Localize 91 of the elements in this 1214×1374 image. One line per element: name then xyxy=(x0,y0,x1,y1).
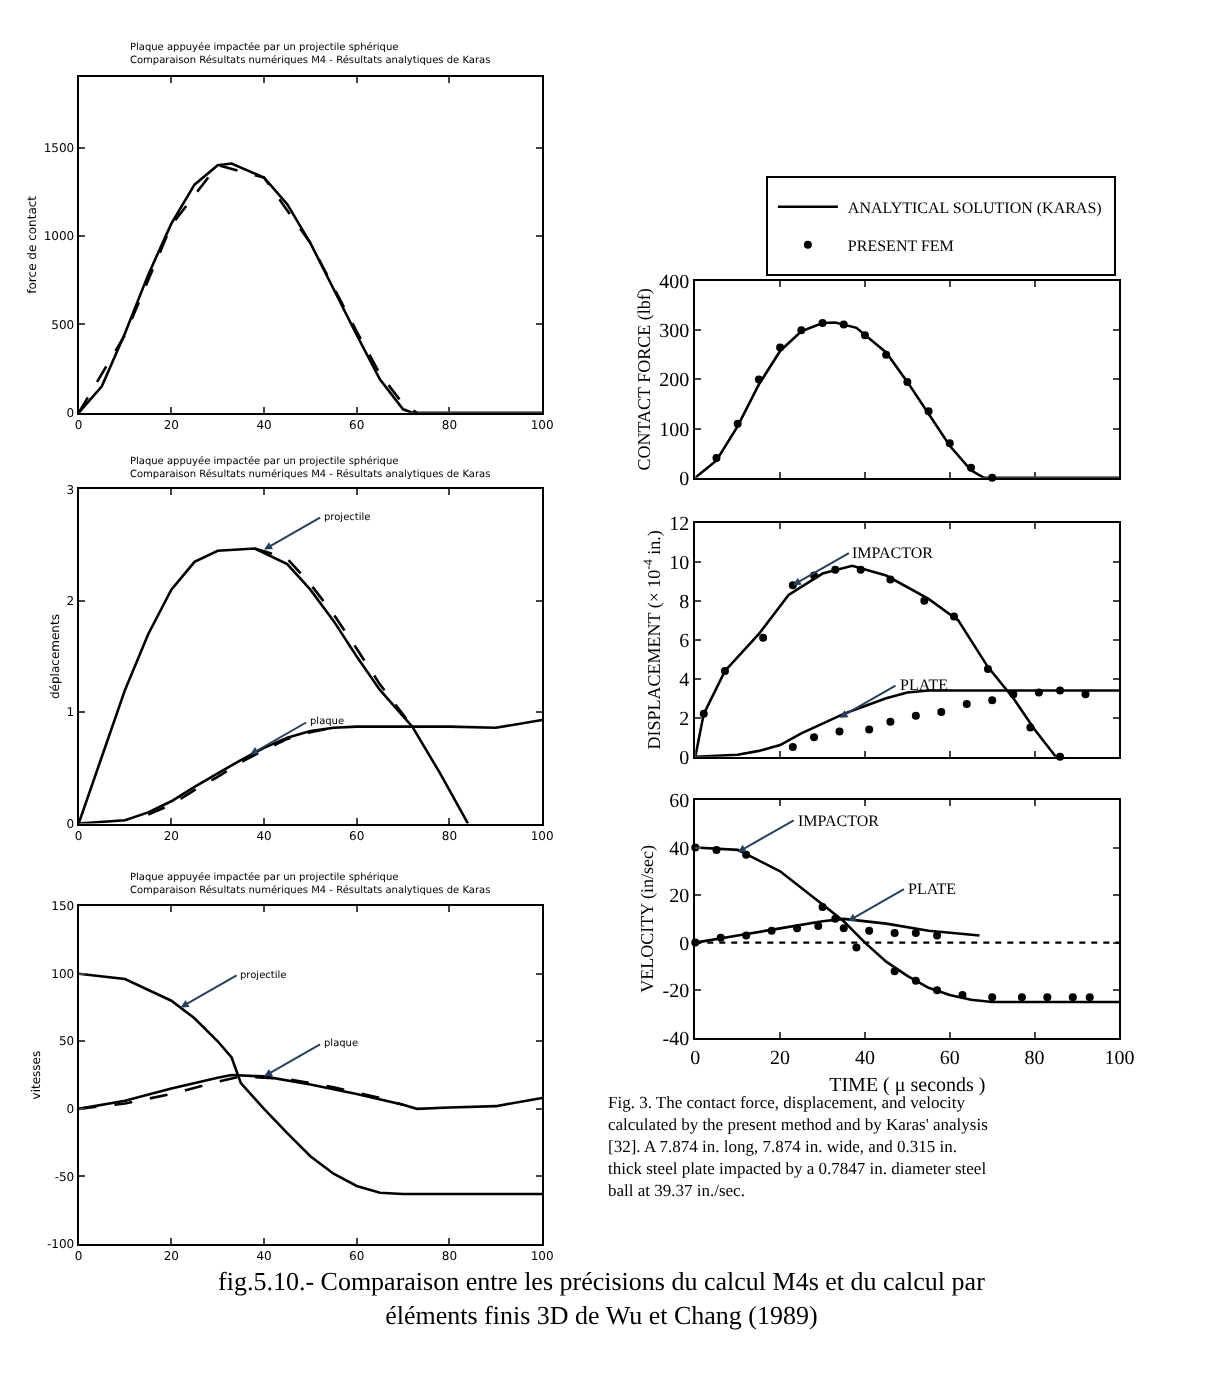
annotation: PLATE xyxy=(900,676,949,694)
point xyxy=(860,331,869,340)
y-tick-label: -20 xyxy=(662,981,690,1004)
point xyxy=(767,926,776,935)
legend-label: PRESENT FEM xyxy=(847,237,954,256)
x-tick-label: 60 xyxy=(939,1047,960,1070)
point xyxy=(945,439,954,448)
x-tick-label: 100 xyxy=(1104,1047,1135,1070)
point xyxy=(852,943,861,952)
point xyxy=(886,575,895,584)
y-tick-label: 6 xyxy=(679,630,690,653)
point xyxy=(937,707,946,716)
point xyxy=(911,976,920,985)
point xyxy=(890,967,899,976)
y-tick-label: 4 xyxy=(679,669,690,692)
point xyxy=(810,733,819,742)
annotation: PLATE xyxy=(908,880,957,898)
y-axis-title: CONTACT FORCE (lbf) xyxy=(633,288,654,471)
point xyxy=(920,596,929,605)
point xyxy=(712,454,721,463)
point xyxy=(933,931,942,940)
point xyxy=(720,666,729,675)
y-tick-label: 400 xyxy=(659,272,690,295)
point xyxy=(839,924,848,933)
point xyxy=(962,700,971,709)
point xyxy=(911,929,920,938)
x-axis-title: TIME ( μ seconds ) xyxy=(829,1074,986,1097)
point xyxy=(1081,690,1090,699)
point xyxy=(1056,686,1065,695)
y-tick-label: 2 xyxy=(679,708,690,731)
y-tick-label: 300 xyxy=(659,321,690,344)
caption: Fig. 3. The contact force, displacement, and velocity calculated by the present method and by Karas' analysis [32]. A 7.874 in. long, 7.874 in. wide, and 0.315 in. thick steel plate impacted by a 0.7847 in. diameter steel ball at 39.37 in./sec. xyxy=(608,1092,988,1201)
y-axis-title: VELOCITY (in/sec) xyxy=(637,844,658,993)
annotation: IMPACTOR xyxy=(852,544,935,562)
point xyxy=(733,419,742,428)
point xyxy=(839,320,848,329)
point xyxy=(1068,993,1077,1002)
point xyxy=(699,709,708,718)
point xyxy=(988,696,997,705)
point xyxy=(831,565,840,574)
point xyxy=(759,633,768,642)
x-tick-label: 40 xyxy=(854,1047,875,1070)
point xyxy=(903,377,912,386)
y-tick-label: 12 xyxy=(669,513,690,536)
y-tick-label: 0 xyxy=(679,747,690,770)
point xyxy=(882,350,891,359)
y-tick-label: -40 xyxy=(662,1028,690,1051)
point xyxy=(1009,690,1018,699)
point xyxy=(983,665,992,674)
point xyxy=(793,924,802,933)
y-tick-label: 20 xyxy=(669,886,690,909)
x-tick-label: 20 xyxy=(770,1047,791,1070)
point xyxy=(776,343,785,352)
point xyxy=(716,933,725,942)
point xyxy=(1034,688,1043,697)
point xyxy=(924,407,933,416)
point xyxy=(856,565,865,574)
point xyxy=(865,926,874,935)
point xyxy=(1017,993,1026,1002)
point xyxy=(933,986,942,995)
point xyxy=(742,931,751,940)
point xyxy=(1043,993,1052,1002)
point xyxy=(797,326,806,335)
y-tick-label: 0 xyxy=(679,933,690,956)
point xyxy=(1085,993,1094,1002)
legend-label: ANALYTICAL SOLUTION (KARAS) xyxy=(847,199,1103,218)
point xyxy=(950,612,959,621)
point xyxy=(988,993,997,1002)
y-tick-label: 8 xyxy=(679,591,690,614)
y-tick-label: 60 xyxy=(669,790,690,813)
point xyxy=(742,850,751,859)
y-tick-label: 200 xyxy=(659,370,690,393)
point xyxy=(865,725,874,734)
point xyxy=(754,375,763,384)
point xyxy=(1026,723,1035,732)
y-tick-label: 10 xyxy=(669,552,690,575)
point xyxy=(712,845,721,854)
point xyxy=(886,717,895,726)
point xyxy=(818,902,827,911)
point xyxy=(967,463,975,472)
point xyxy=(835,727,844,736)
y-tick-label: 0 xyxy=(679,468,690,491)
point xyxy=(788,742,797,751)
x-tick-label: 80 xyxy=(1024,1047,1045,1070)
caption: fig.5.10.- Comparaison entre les précisions du calcul M4s et du calcul par éléments finis 3D de Wu et Chang (1989) xyxy=(218,1266,987,1330)
point xyxy=(818,318,827,327)
annotation: IMPACTOR xyxy=(798,812,881,830)
point xyxy=(890,929,899,938)
point xyxy=(911,711,920,720)
point xyxy=(958,990,967,999)
point xyxy=(814,921,823,930)
